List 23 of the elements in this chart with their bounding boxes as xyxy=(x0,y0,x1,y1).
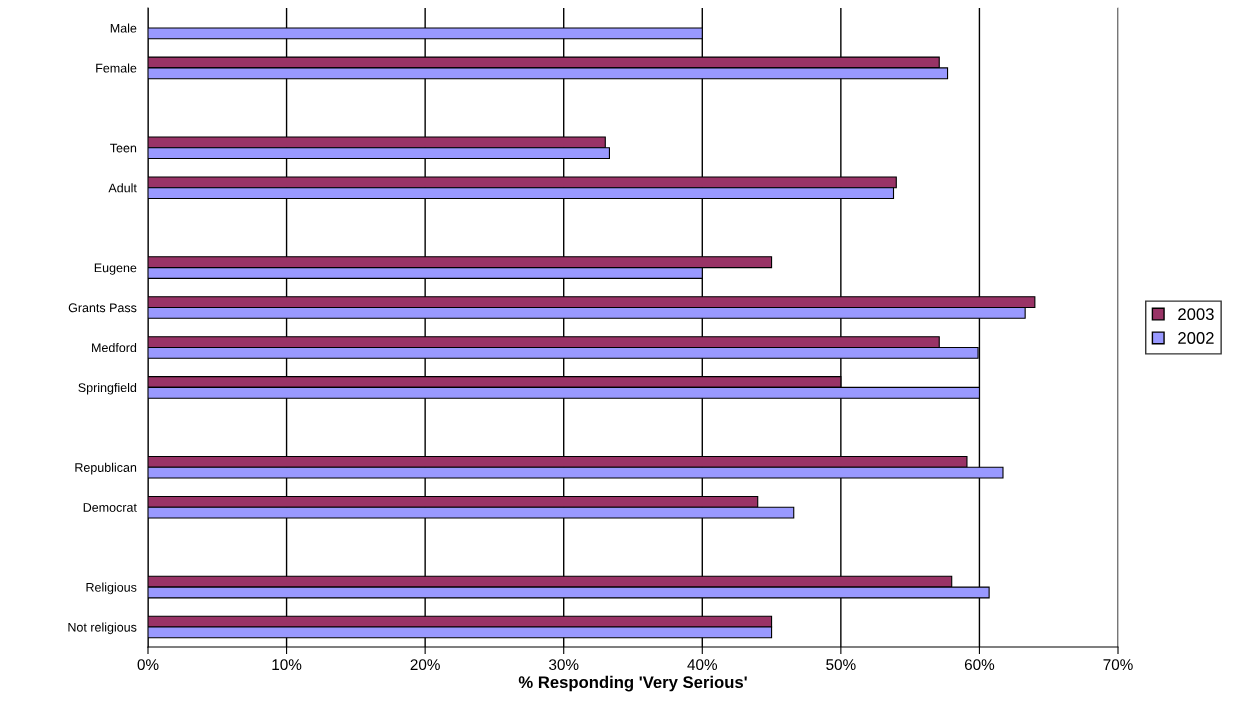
x-tick-label: 20% xyxy=(410,659,440,671)
y-tick-label: Religious xyxy=(86,582,137,595)
y-tick-label: Teen xyxy=(110,143,137,153)
x-tick-label: 10% xyxy=(272,659,302,671)
x-tick-label: 60% xyxy=(964,659,995,671)
x-tick-label: 40% xyxy=(687,659,718,671)
y-tick-label: Not religious xyxy=(68,622,137,635)
x-tick-label: 50% xyxy=(826,659,856,671)
y-tick-label: Medford xyxy=(92,342,137,353)
y-tick-label: Female xyxy=(96,63,137,73)
y-tick-label: Democrat xyxy=(83,503,137,512)
y-tick-label: Grants Pass xyxy=(68,303,137,313)
legend-label: 2003 xyxy=(1178,308,1214,321)
y-tick-label: Springfield xyxy=(78,382,137,395)
x-tick-label: 70% xyxy=(1103,659,1133,671)
y-tick-label: Eugene xyxy=(94,263,137,275)
legend-label: 2002 xyxy=(1178,332,1214,344)
x-tick-label: 0% xyxy=(137,659,159,671)
y-tick-label: Republican xyxy=(75,462,137,475)
y-tick-label: Male xyxy=(110,23,137,33)
y-tick-label: Adult xyxy=(108,183,137,193)
x-axis-title: % Responding 'Very Serious' xyxy=(518,675,747,692)
x-tick-label: 30% xyxy=(549,659,579,671)
